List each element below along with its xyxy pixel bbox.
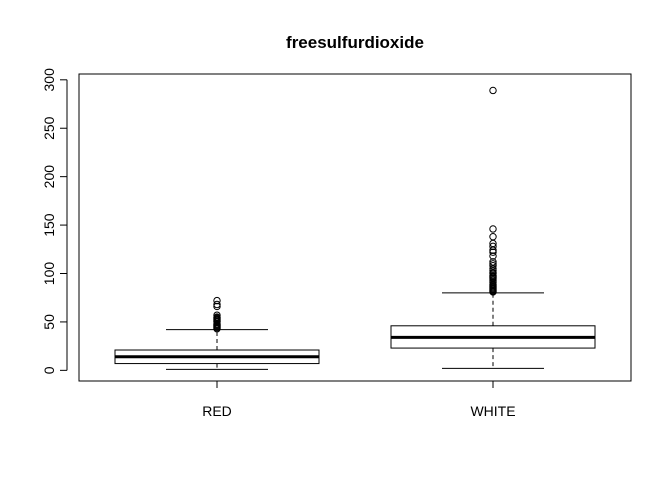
y-tick-label: 50: [41, 314, 57, 330]
box-white: [390, 86, 596, 369]
y-tick-label: 150: [41, 213, 57, 237]
y-tick-label: 0: [41, 366, 57, 374]
x-tick-label: WHITE: [470, 403, 515, 419]
outlier-point: [213, 302, 221, 311]
y-axis: 0 50 100 150 200 250 300: [41, 68, 68, 374]
x-tick-label: RED: [202, 403, 232, 419]
boxes-layer: [114, 86, 596, 370]
outlier-point: [213, 296, 221, 305]
y-tick-label: 250: [41, 116, 57, 140]
y-tick-label: 200: [41, 165, 57, 189]
outlier-point: [489, 260, 497, 268]
outlier-point: [489, 262, 497, 270]
chart-title: freesulfurdioxide: [286, 33, 424, 52]
y-tick-label: 100: [41, 262, 57, 286]
outlier-point: [489, 86, 497, 95]
outlier-point: [489, 242, 497, 251]
outlier-point: [213, 311, 221, 319]
y-tick-label: 300: [41, 68, 57, 92]
outlier-point: [213, 313, 221, 321]
x-axis: RED WHITE: [202, 381, 516, 419]
outlier-point: [489, 248, 497, 256]
outlier-point: [489, 258, 497, 266]
box-red: [114, 296, 320, 370]
outlier-point: [213, 300, 221, 309]
outlier-point: [489, 233, 497, 241]
outlier-point: [489, 252, 497, 260]
outlier-point: [489, 225, 497, 233]
plot-frame: [78, 73, 632, 382]
